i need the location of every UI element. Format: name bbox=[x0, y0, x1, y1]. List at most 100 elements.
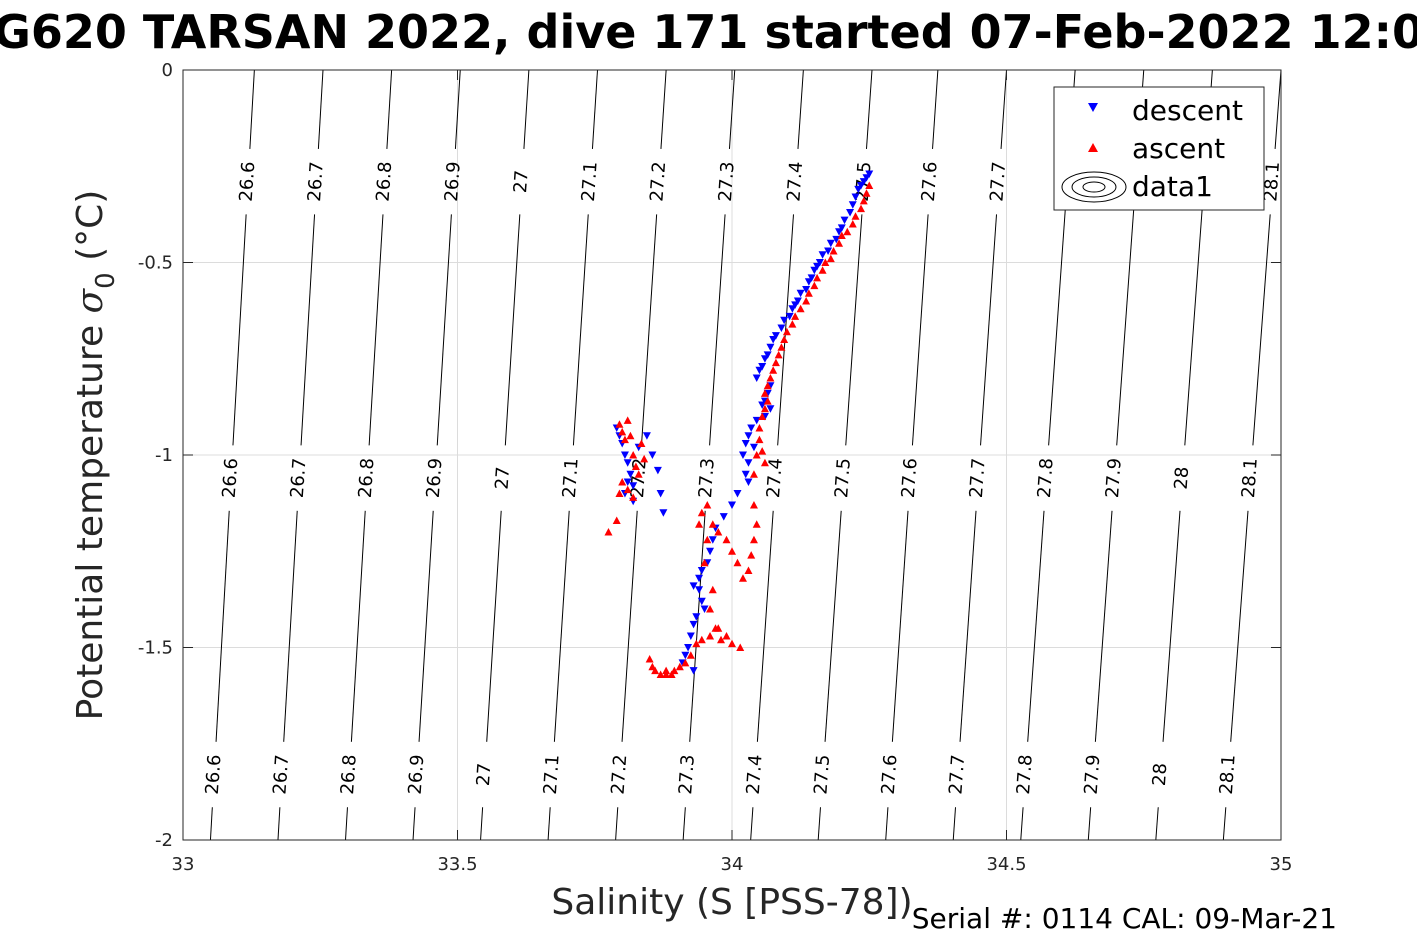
ascent-point bbox=[631, 462, 640, 471]
contour-label: 26.8 bbox=[337, 754, 361, 795]
contour-line bbox=[412, 807, 416, 841]
contour-label: 26.9 bbox=[441, 161, 465, 202]
ascent-point bbox=[728, 547, 736, 555]
descent-point bbox=[648, 451, 657, 459]
contour-line bbox=[277, 807, 281, 841]
y-axis-label-unit: (°C) bbox=[70, 190, 111, 273]
ascent-point bbox=[662, 670, 671, 678]
descent-point bbox=[846, 208, 855, 217]
contour-line bbox=[547, 807, 551, 841]
contour-label: 28.1 bbox=[1238, 457, 1262, 498]
ascent-point bbox=[777, 343, 786, 351]
contour-line bbox=[232, 214, 247, 446]
contour-label: 26.9 bbox=[405, 754, 429, 795]
descent-point bbox=[807, 274, 816, 282]
ascent-point bbox=[747, 551, 756, 559]
descent-point bbox=[840, 216, 849, 225]
descent-point bbox=[815, 259, 824, 267]
descent-point bbox=[747, 424, 756, 433]
descent-point bbox=[857, 182, 866, 190]
ascent-point bbox=[733, 558, 742, 567]
y-tick-label: 0 bbox=[162, 60, 173, 81]
contour-label: 26.7 bbox=[287, 457, 311, 498]
contour-line bbox=[932, 69, 939, 149]
ascent-point bbox=[728, 639, 736, 648]
descent-point bbox=[620, 451, 629, 459]
ascent-point bbox=[623, 485, 632, 494]
ascent-point bbox=[629, 451, 638, 459]
descent-point bbox=[706, 547, 715, 556]
contour-label: 27.4 bbox=[783, 161, 807, 202]
contour-label: 26.6 bbox=[236, 161, 260, 202]
ascent-point bbox=[618, 477, 627, 486]
y-tick-label: -0.5 bbox=[138, 253, 173, 274]
contour-label: 27.9 bbox=[1102, 457, 1126, 498]
descent-point bbox=[708, 536, 717, 544]
contour-line bbox=[1230, 510, 1249, 742]
ascent-point bbox=[686, 651, 695, 659]
serial-cal-footer: Serial #: 0114 CAL: 09-Mar-21 bbox=[912, 902, 1337, 935]
ascent-point bbox=[782, 327, 791, 336]
ascent-point bbox=[837, 231, 846, 240]
ascent-point bbox=[749, 501, 758, 509]
legend-descent-label: descent bbox=[1132, 94, 1243, 127]
contour-line bbox=[777, 214, 794, 446]
y-tick-label: -1 bbox=[155, 445, 173, 466]
contour-label: 27.4 bbox=[763, 457, 787, 498]
descent-point bbox=[728, 501, 736, 510]
contour-line bbox=[386, 69, 393, 149]
contour-line bbox=[615, 807, 619, 841]
ascent-point bbox=[645, 655, 654, 663]
contour-label: 28.1 bbox=[1216, 754, 1240, 795]
legend-data1-label: data1 bbox=[1132, 170, 1213, 203]
contour-line bbox=[1274, 69, 1282, 149]
y-tick-label: -2 bbox=[155, 830, 173, 851]
ascent-point bbox=[755, 435, 764, 444]
descent-point bbox=[681, 651, 690, 660]
contour-label: 26.6 bbox=[202, 754, 226, 795]
descent-point bbox=[642, 432, 651, 440]
descent-point bbox=[686, 632, 695, 640]
ascent-point bbox=[697, 508, 706, 517]
contour-line bbox=[660, 69, 667, 149]
descent-point bbox=[763, 351, 772, 359]
ascent-point bbox=[769, 366, 778, 374]
contour-line bbox=[1000, 69, 1007, 149]
contour-line bbox=[709, 214, 726, 446]
descent-point bbox=[818, 251, 827, 259]
descent-point bbox=[623, 459, 632, 467]
descent-point bbox=[813, 262, 822, 271]
ascent-point bbox=[813, 273, 822, 282]
contour-line bbox=[523, 69, 530, 149]
ascent-point bbox=[760, 458, 769, 467]
contour-label: 27.2 bbox=[646, 161, 670, 202]
ascent-point bbox=[648, 662, 657, 671]
ascent-point bbox=[637, 439, 646, 447]
contour-line bbox=[865, 69, 873, 149]
descent-point bbox=[741, 439, 750, 448]
ascent-point bbox=[749, 470, 758, 478]
contour-line bbox=[249, 69, 255, 149]
legend-ascent-marker bbox=[1088, 143, 1098, 152]
contour-label: 28.1 bbox=[1260, 161, 1284, 202]
ascent-point bbox=[752, 451, 761, 459]
legend: descent ascent data1 bbox=[1053, 86, 1265, 211]
contour-line bbox=[572, 214, 589, 446]
contour-line bbox=[345, 807, 348, 841]
contour-line bbox=[1155, 807, 1159, 841]
ascent-point bbox=[780, 335, 789, 343]
ascent-point bbox=[835, 239, 844, 247]
ascent-point bbox=[826, 254, 835, 263]
ascent-point bbox=[818, 266, 827, 274]
y-axis-label-text: Potential temperature bbox=[70, 313, 111, 720]
contour-line bbox=[1222, 807, 1227, 841]
contour-line bbox=[1162, 510, 1181, 742]
ascent-point bbox=[766, 374, 775, 382]
descent-point bbox=[758, 401, 767, 409]
contour-line bbox=[480, 807, 484, 841]
descent-point bbox=[848, 201, 857, 209]
descent-point bbox=[771, 332, 780, 340]
descent-point bbox=[810, 266, 819, 275]
descent-point bbox=[623, 478, 632, 486]
x-tick-label: 34 bbox=[721, 854, 744, 875]
